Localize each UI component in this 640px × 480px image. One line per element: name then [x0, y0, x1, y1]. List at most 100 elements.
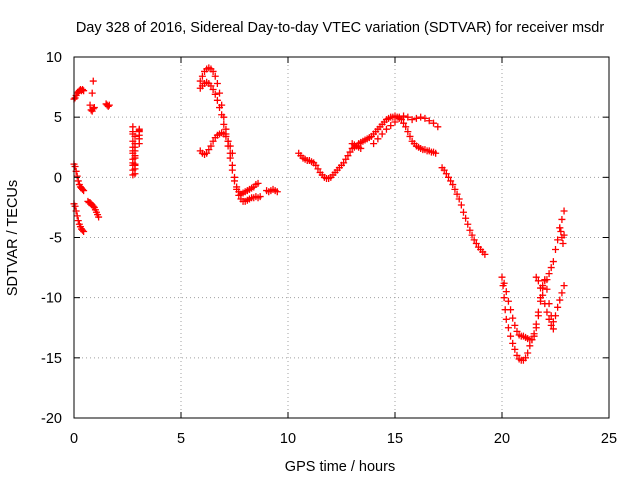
point-series-13: [263, 185, 281, 196]
data-point: [400, 119, 408, 127]
y-tick-label: -5: [49, 231, 62, 247]
point-series-3: [102, 100, 113, 110]
data-point: [453, 190, 461, 198]
y-tick-label: -15: [41, 351, 62, 367]
data-point: [457, 201, 465, 209]
data-point: [378, 130, 386, 138]
axis-ticks: 0 5 10 15 20 25 10 5 0 -5 -10 -15 -20: [41, 50, 617, 447]
data-point: [395, 114, 403, 122]
data-point: [442, 170, 450, 178]
data-point: [537, 284, 545, 292]
x-tick-label: 25: [601, 431, 617, 447]
data-point: [554, 303, 562, 311]
data-point: [526, 342, 534, 350]
data-point: [543, 308, 551, 316]
data-point: [472, 240, 480, 248]
data-point: [447, 177, 455, 185]
data-point: [502, 288, 510, 296]
data-point: [131, 143, 139, 151]
data-point: [216, 89, 224, 97]
data-point: [207, 82, 215, 90]
point-series-20: [532, 273, 557, 333]
point-series-14: [295, 112, 440, 183]
data-point: [498, 273, 506, 281]
data-point: [207, 142, 215, 150]
data-point: [504, 297, 512, 305]
data-point: [451, 185, 459, 193]
data-point: [449, 181, 457, 189]
data-point: [455, 195, 463, 203]
data-point: [432, 149, 440, 157]
data-point: [104, 102, 112, 110]
data-point: [73, 212, 81, 220]
data-point: [556, 224, 564, 232]
data-point: [537, 297, 545, 305]
data-point: [513, 351, 521, 359]
data-point: [549, 318, 557, 326]
data-point: [470, 236, 478, 244]
data-point: [80, 87, 88, 95]
data-point: [213, 96, 221, 104]
data-point: [80, 187, 88, 195]
data-point: [226, 154, 234, 162]
data-point: [74, 217, 82, 225]
data-point: [235, 191, 243, 199]
x-tick-label: 20: [494, 431, 510, 447]
data-point: [89, 77, 97, 85]
data-point: [504, 324, 512, 332]
data-point: [256, 193, 264, 201]
point-series-9: [135, 125, 143, 148]
x-tick-label: 10: [280, 431, 296, 447]
chart-title: Day 328 of 2016, Sidereal Day-to-day VTE…: [76, 20, 605, 36]
data-point: [387, 122, 395, 130]
data-point: [205, 146, 213, 154]
data-point: [228, 149, 236, 157]
data-point: [224, 137, 232, 145]
data-point: [430, 119, 438, 127]
data-point: [209, 85, 217, 93]
point-series-18: [498, 207, 568, 364]
data-point: [312, 161, 320, 169]
data-point: [131, 170, 139, 178]
data-point: [86, 101, 94, 109]
data-point: [71, 163, 79, 171]
data-point: [539, 291, 547, 299]
point-series-17: [438, 164, 489, 258]
data-point: [509, 339, 517, 347]
y-tick-label: 10: [46, 50, 62, 66]
data-point: [211, 72, 219, 80]
data-point: [131, 132, 139, 140]
data-point: [370, 140, 378, 148]
data-point: [203, 149, 211, 157]
data-point: [406, 132, 414, 140]
data-point: [532, 273, 540, 281]
data-point: [547, 264, 555, 272]
data-point: [560, 231, 568, 239]
data-point: [462, 214, 470, 222]
data-point: [131, 152, 139, 160]
data-point: [213, 79, 221, 87]
data-point: [254, 179, 262, 187]
data-point: [547, 321, 555, 329]
data-point: [425, 117, 433, 125]
point-series-6: [84, 197, 103, 221]
data-point: [209, 137, 217, 145]
data-point: [522, 354, 530, 362]
data-point: [545, 315, 553, 323]
data-point: [502, 315, 510, 323]
data-point: [530, 332, 538, 340]
data-point: [211, 90, 219, 98]
data-point: [90, 104, 98, 112]
x-tick-label: 15: [387, 431, 403, 447]
data-point: [404, 128, 412, 136]
data-point: [408, 116, 416, 124]
data-point: [89, 202, 97, 210]
data-point: [534, 312, 542, 320]
data-point: [481, 250, 489, 258]
data-point: [233, 185, 241, 193]
data-point: [404, 113, 412, 121]
data-point: [511, 345, 519, 353]
data-point: [402, 123, 410, 131]
